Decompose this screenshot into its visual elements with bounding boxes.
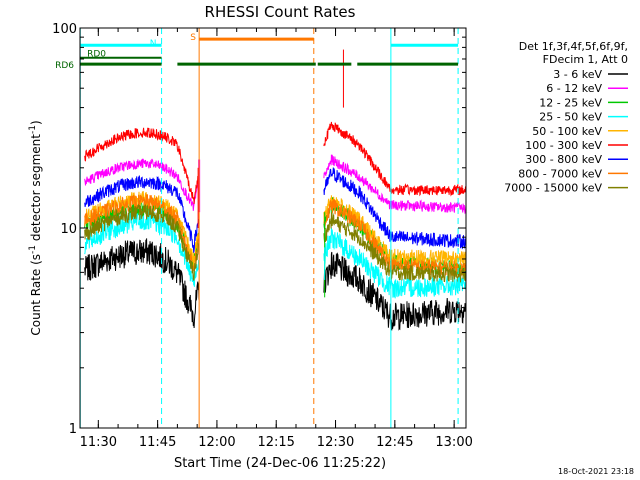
x-tick-label: 12:45	[376, 435, 413, 450]
series-line-3-6kev-a	[84, 238, 200, 329]
series-line-25-50kev-a	[84, 209, 200, 287]
legend-header-line: Det 1f,3f,4f,5f,6f,9f,	[519, 40, 628, 53]
legend-entry-label: 50 - 100 keV	[532, 125, 602, 138]
legend-header-line: FDecim 1, Att 0	[543, 53, 628, 66]
flag-label-n: N	[150, 39, 157, 49]
series-line-3-6kev-b	[323, 251, 467, 331]
series-line-800-7000kev-a	[84, 193, 200, 272]
chart-title: RHESSI Count Rates	[205, 3, 356, 21]
y-tick-label: 100	[52, 22, 77, 37]
x-tick-label: 13:00	[435, 435, 472, 450]
legend-entry-label: 300 - 800 keV	[525, 153, 602, 166]
series-line-7000-15000kev-a	[84, 203, 200, 281]
x-tick-label: 12:30	[317, 435, 354, 450]
y-tick-label: 1	[69, 422, 77, 437]
series-line-100-300kev-b	[323, 121, 467, 197]
x-axis-label: Start Time (24-Dec-06 11:25:22)	[174, 456, 386, 471]
y-tick-label: 10	[60, 222, 77, 237]
x-tick-label: 12:15	[257, 435, 294, 450]
flag-label-rd6: RD6	[55, 61, 74, 71]
flag-label-s: S	[190, 33, 196, 43]
series-layer	[84, 49, 467, 331]
legend-entry-label: 800 - 7000 keV	[518, 167, 602, 180]
x-tick-label: 11:45	[139, 435, 176, 450]
footer-date: 18-Oct-2021 23:18	[558, 467, 634, 476]
legend-entry-label: 3 - 6 keV	[553, 68, 602, 81]
x-tick-label: 12:00	[198, 435, 235, 450]
legend-entry-label: 6 - 12 keV	[546, 82, 602, 95]
y-axis-label: Count Rate (s-1 detector segment-1)	[28, 120, 43, 335]
series-line-7000-15000kev-b	[323, 212, 467, 284]
legend: Det 1f,3f,4f,5f,6f,9f,FDecim 1, Att 0 3 -…	[504, 40, 628, 195]
series-line-800-7000kev-b	[323, 198, 467, 277]
series-line-100-300kev-a	[84, 127, 200, 205]
series-line-6-12kev-a	[84, 158, 200, 211]
series-line-6-12kev-b	[323, 154, 467, 215]
x-tick-label: 11:30	[80, 435, 117, 450]
legend-entry-label: 25 - 50 keV	[539, 111, 602, 124]
legend-entry-label: 12 - 25 keV	[539, 96, 602, 109]
series-line-300-800kev-a	[84, 175, 200, 253]
axis-layer: 1 10 100 11:30 11:45 12:00 12:15 12:30 12:45 13:0…	[52, 22, 473, 450]
legend-entry-label: 100 - 300 keV	[525, 139, 602, 152]
flag-label-rd0: RD0	[87, 50, 106, 60]
series-line-300-800kev-b	[323, 167, 467, 250]
legend-entry-label: 7000 - 15000 keV	[504, 182, 602, 195]
series-line-25-50kev-b	[323, 227, 467, 299]
